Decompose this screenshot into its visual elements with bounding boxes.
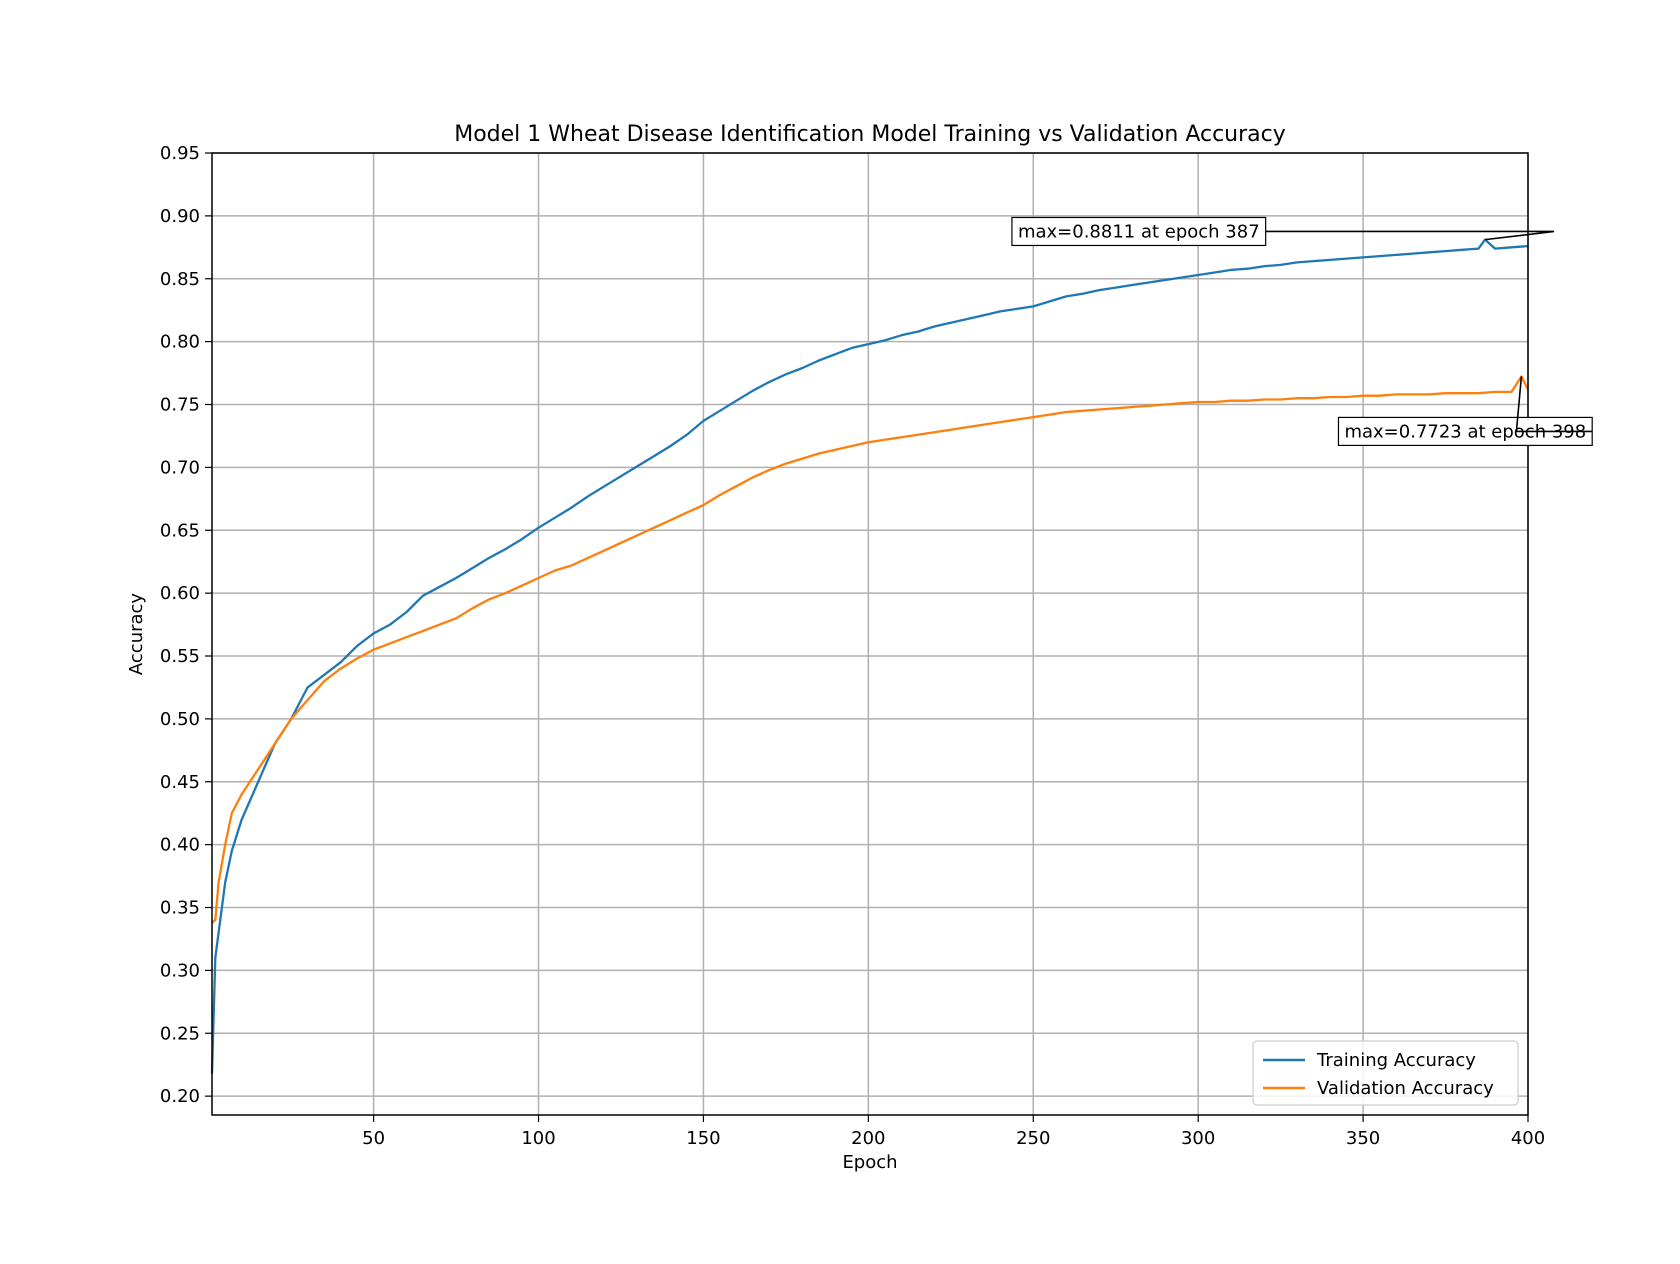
y-tick-label: 0.35 bbox=[160, 898, 200, 919]
legend-label: Training Accuracy bbox=[1316, 1050, 1476, 1071]
plot-frame bbox=[211, 152, 1529, 1116]
x-tick-label: 100 bbox=[521, 1128, 555, 1149]
y-tick-label: 0.30 bbox=[160, 960, 200, 981]
x-tick-label: 50 bbox=[362, 1128, 385, 1149]
y-tick-label: 0.90 bbox=[160, 206, 200, 227]
y-axis-label: Accuracy bbox=[126, 593, 147, 676]
x-tick-label: 200 bbox=[851, 1128, 885, 1149]
max-annotation: max=0.7723 at epoch 398 bbox=[1337, 376, 1593, 447]
series-line-validation-accuracy bbox=[211, 375, 1530, 924]
y-tick-label: 0.25 bbox=[160, 1023, 200, 1044]
x-tick-label: 400 bbox=[1511, 1128, 1545, 1149]
x-tick-label: 150 bbox=[686, 1128, 720, 1149]
y-tick-label: 0.50 bbox=[160, 709, 200, 730]
legend-label: Validation Accuracy bbox=[1317, 1078, 1494, 1099]
x-tick-label: 350 bbox=[1346, 1128, 1380, 1149]
y-tick-label: 0.40 bbox=[160, 835, 200, 856]
y-tick-label: 0.20 bbox=[160, 1086, 200, 1107]
y-tick-label: 0.75 bbox=[160, 395, 200, 416]
annotation-arrow bbox=[1515, 376, 1593, 433]
y-tick-label: 0.45 bbox=[160, 772, 200, 793]
grid bbox=[212, 152, 1529, 1115]
legend: Training Accuracy Validation Accuracy bbox=[1252, 1040, 1519, 1106]
y-tick-label: 0.60 bbox=[160, 583, 200, 604]
max-annotation: max=0.8811 at epoch 387 bbox=[1011, 216, 1555, 247]
annotation-label: max=0.8811 at epoch 387 bbox=[1018, 221, 1260, 242]
annotation-arrow bbox=[1265, 230, 1555, 241]
x-tick-label: 300 bbox=[1181, 1128, 1215, 1149]
y-tick-label: 0.65 bbox=[160, 520, 200, 541]
y-tick-label: 0.70 bbox=[160, 457, 200, 478]
legend-box bbox=[1252, 1040, 1519, 1106]
annotation-label: max=0.7723 at epoch 398 bbox=[1344, 421, 1586, 442]
y-tick-label: 0.95 bbox=[160, 143, 200, 164]
annotations: max=0.8811 at epoch 387 max=0.7723 at epo… bbox=[1011, 216, 1593, 447]
x-tick-label: 250 bbox=[1016, 1128, 1050, 1149]
axis-ticks: 50 100 150 200 250 300 350 400 0.20 0.25 0.30 0.35 0… bbox=[160, 143, 1545, 1149]
series-line-training-accuracy bbox=[210, 238, 1529, 1074]
y-tick-label: 0.80 bbox=[160, 332, 200, 353]
y-tick-label: 0.85 bbox=[160, 269, 200, 290]
chart-title: Model 1 Wheat Disease Identification Mod… bbox=[454, 122, 1286, 147]
y-tick-label: 0.55 bbox=[160, 646, 200, 667]
x-axis-label: Epoch bbox=[842, 1152, 897, 1173]
annotation-box bbox=[1011, 216, 1267, 247]
series-lines bbox=[210, 238, 1530, 1074]
